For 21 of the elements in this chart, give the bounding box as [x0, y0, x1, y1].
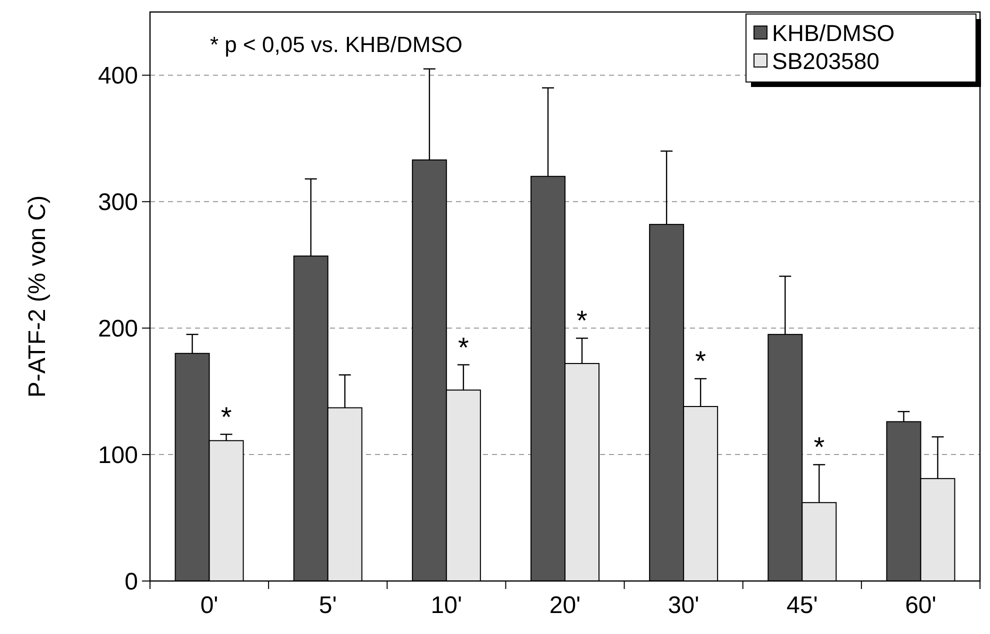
legend-label: SB203580	[772, 48, 880, 74]
y-tick-label: 300	[98, 189, 138, 216]
annotation: *	[458, 332, 469, 363]
x-tick-label: 5'	[318, 592, 337, 619]
x-tick-label: 0'	[200, 592, 218, 619]
y-tick-label: 400	[98, 62, 138, 90]
x-tick-label: 20'	[549, 592, 581, 619]
y-tick-label: 100	[98, 442, 138, 469]
legend-label: KHB/DMSO	[772, 20, 895, 46]
x-tick-label: 60'	[905, 592, 936, 619]
x-tick-label: 30'	[668, 592, 700, 619]
annotation: *	[814, 432, 825, 463]
annotation: *	[695, 346, 706, 377]
y-axis-title: P-ATF-2 (% von C)	[24, 195, 51, 398]
annotation: * p < 0,05 vs. KHB/DMSO	[210, 32, 462, 57]
y-tick-label: 200	[98, 316, 138, 343]
x-tick-label: 45'	[786, 592, 818, 619]
annotation: *	[576, 305, 588, 336]
annotation: *	[220, 401, 232, 432]
x-tick-label: 10'	[430, 592, 462, 619]
y-tick-label: 0	[124, 568, 138, 596]
